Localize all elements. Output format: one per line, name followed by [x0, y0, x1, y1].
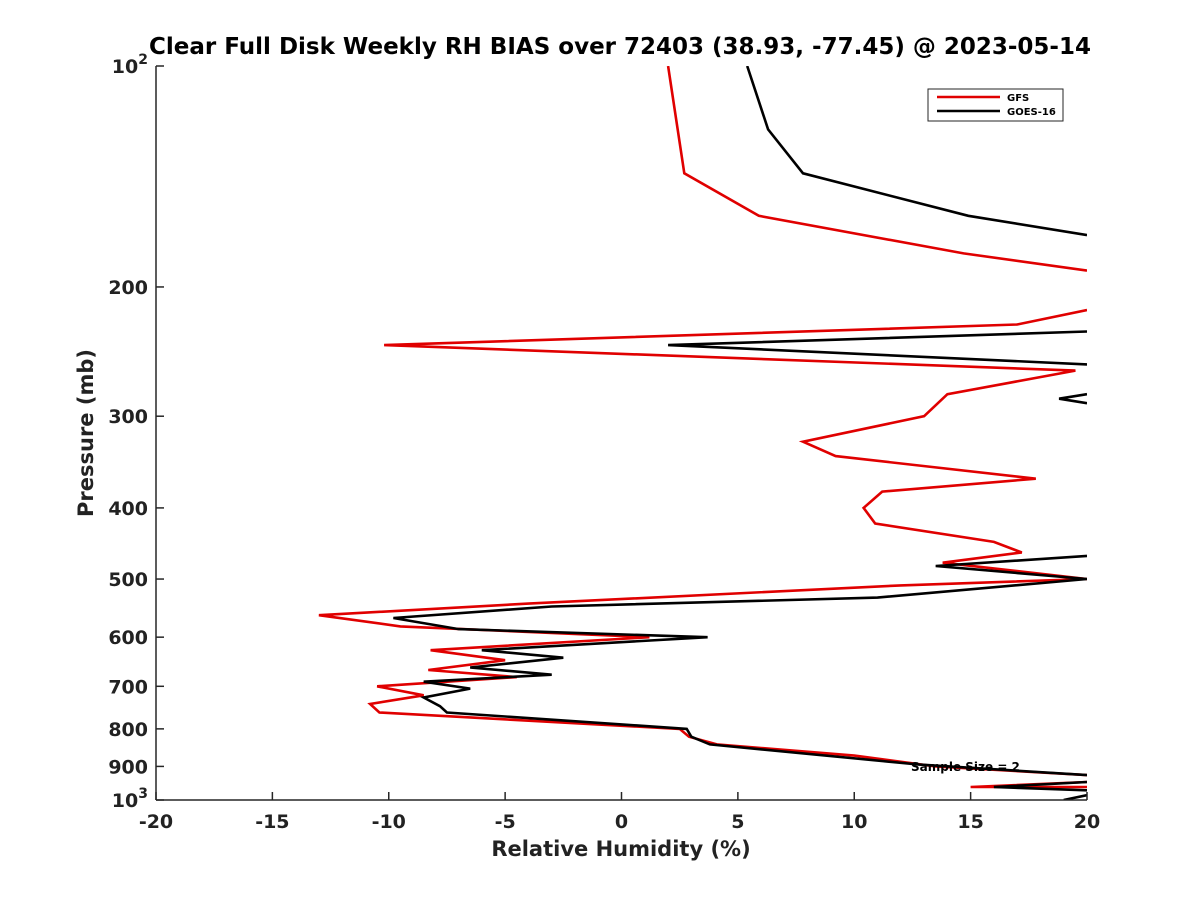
x-tick-label: 0 — [615, 811, 628, 833]
y-tick-label: 500 — [108, 569, 148, 591]
y-tick-label: 200 — [108, 277, 148, 299]
y-tick-base: 10 — [112, 56, 138, 78]
x-tick-label: 15 — [957, 811, 983, 833]
x-axis-label: Relative Humidity (%) — [491, 837, 750, 861]
y-tick-label: 700 — [108, 676, 148, 698]
x-tick-label: -15 — [255, 811, 289, 833]
y-tick-label: 400 — [108, 498, 148, 520]
y-tick-label: 103 — [112, 786, 148, 812]
x-tick-label: 20 — [1074, 811, 1100, 833]
y-tick-base: 10 — [112, 790, 138, 812]
y-tick-label: 102 — [112, 52, 148, 78]
legend: GFS GOES-16 — [927, 88, 1064, 122]
y-tick-label: 300 — [108, 406, 148, 428]
plot-axes — [155, 66, 1087, 801]
x-axis-ticks: -20 -15 -10 -5 0 5 10 15 20 — [139, 792, 1100, 833]
legend-box — [927, 88, 1064, 122]
x-tick-label: 10 — [841, 811, 867, 833]
series-line-goes-16 — [393, 66, 1087, 800]
legend-label-goes-16: GOES-16 — [1007, 107, 1056, 118]
x-tick-label: 5 — [731, 811, 744, 833]
y-tick-label: 900 — [108, 756, 148, 778]
sample-size-annotation: Sample Size = 2 — [911, 760, 1020, 774]
legend-label-gfs: GFS — [1007, 93, 1029, 104]
series-line-gfs — [318, 66, 1087, 789]
series-layer — [318, 66, 1087, 800]
x-tick-label: -5 — [495, 811, 516, 833]
y-tick-exponent: 2 — [138, 52, 148, 68]
chart-title: Clear Full Disk Weekly RH BIAS over 7240… — [149, 34, 1091, 60]
x-tick-label: -20 — [139, 811, 173, 833]
y-tick-label: 600 — [108, 627, 148, 649]
y-axis-label: Pressure (mb) — [74, 349, 98, 517]
y-tick-exponent: 3 — [138, 786, 148, 802]
y-tick-label: 800 — [108, 719, 148, 741]
x-tick-label: -10 — [372, 811, 406, 833]
